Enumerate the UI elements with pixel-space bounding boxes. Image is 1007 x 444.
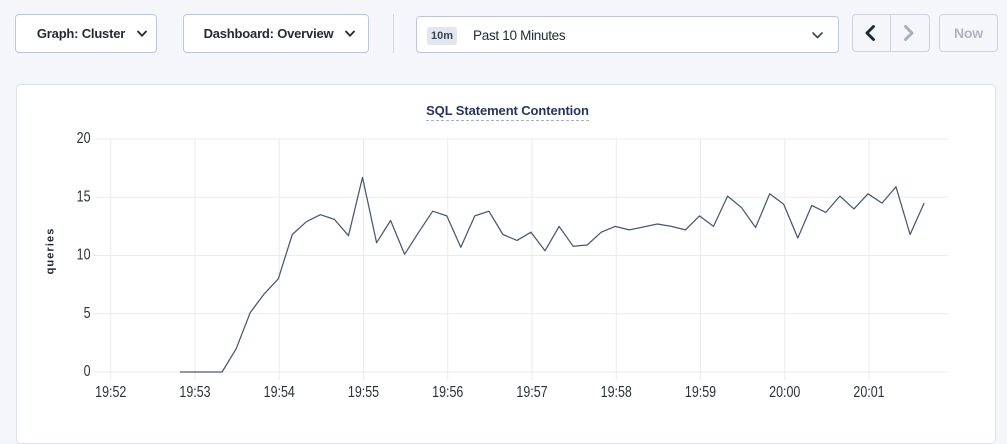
svg-text:0: 0 (84, 363, 91, 381)
svg-text:19:55: 19:55 (348, 384, 379, 402)
svg-text:19:53: 19:53 (179, 384, 210, 402)
svg-text:15: 15 (77, 188, 91, 206)
svg-text:5: 5 (84, 305, 91, 323)
svg-text:20:00: 20:00 (769, 384, 800, 402)
svg-text:19:56: 19:56 (432, 384, 463, 402)
svg-text:10: 10 (77, 246, 91, 264)
svg-text:19:52: 19:52 (95, 384, 126, 402)
svg-text:19:54: 19:54 (264, 384, 295, 402)
svg-text:20: 20 (77, 130, 91, 148)
svg-text:queries: queries (45, 228, 57, 275)
svg-text:19:58: 19:58 (601, 384, 632, 402)
svg-text:19:59: 19:59 (685, 384, 716, 402)
svg-text:20:01: 20:01 (853, 384, 884, 402)
svg-text:19:57: 19:57 (516, 384, 547, 402)
